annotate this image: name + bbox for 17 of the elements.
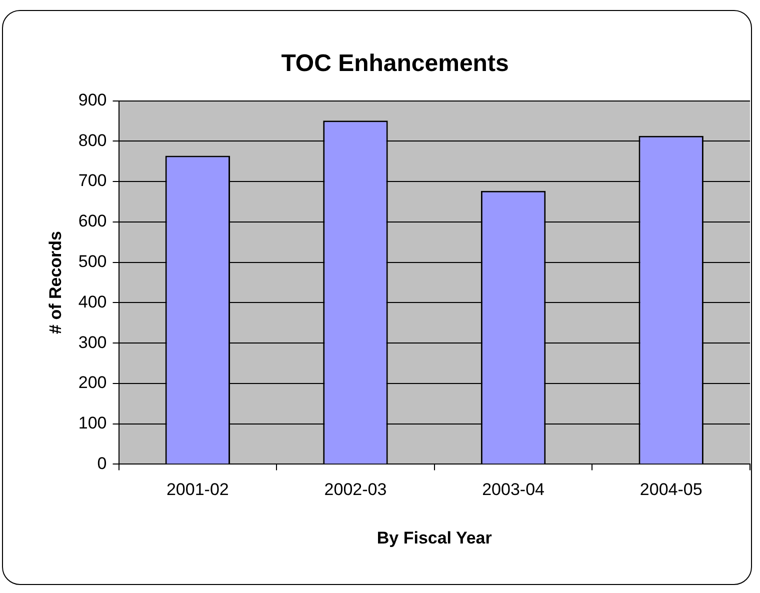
y-tick-label: 0: [97, 454, 107, 473]
y-tick-label: 800: [78, 130, 107, 150]
y-tick-label: 400: [78, 292, 107, 312]
chart-title: TOC Enhancements: [281, 50, 509, 78]
y-tick-label: 900: [78, 90, 107, 110]
y-tick-label: 200: [78, 373, 107, 392]
x-tick-label: 2002-03: [324, 480, 387, 500]
y-tick-label: 500: [78, 252, 107, 271]
x-axis-title: By Fiscal Year: [376, 528, 492, 548]
y-tick-label: 100: [78, 414, 107, 433]
x-tick-label: 2001-02: [166, 480, 229, 500]
x-tick-label: 2004-05: [640, 480, 702, 500]
y-tick-label: 700: [78, 171, 107, 190]
y-axis-title: # of Records: [46, 231, 65, 334]
y-tick-label: 600: [78, 212, 107, 231]
x-tick-label: 2003-04: [482, 480, 544, 500]
y-tick-label: 300: [78, 332, 107, 352]
